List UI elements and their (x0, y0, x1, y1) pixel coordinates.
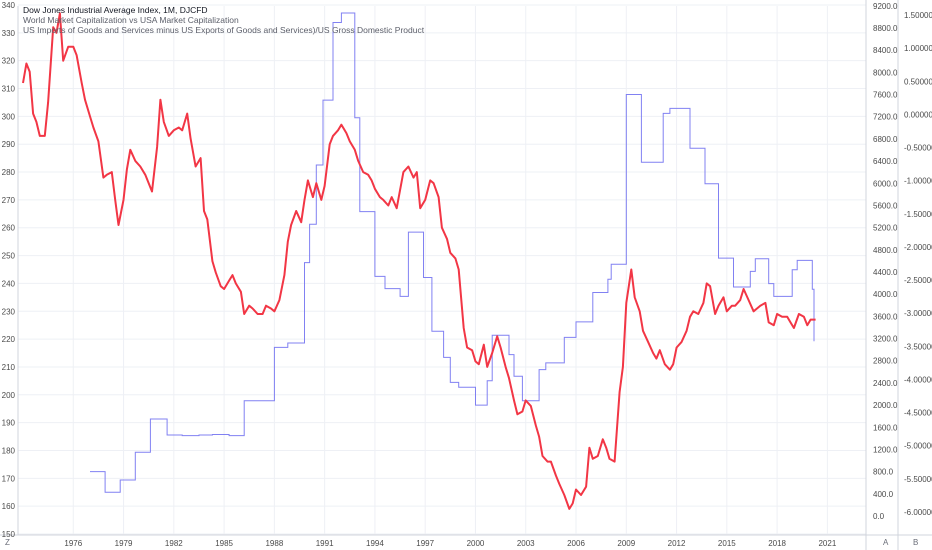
axis-b-ticks[interactable]: 1.50000 1.00000 0.50000 0.00000 -0.50000 -1.0… (904, 11, 932, 517)
legend: Dow Jones Industrial Average Index, 1M, … (23, 5, 425, 35)
time-tick-label: 2018 (768, 539, 786, 548)
axis-a-ticks[interactable]: 0.0 400.0 800.0 1200.0 1600.0 2000.0 2400.0 280… (873, 0, 898, 521)
axis-a-tick-label: 5600.0 (873, 201, 898, 210)
axis-a-tick-label: 6400.0 (873, 157, 898, 166)
axis-b-tick-label: -3.00000 (904, 309, 932, 318)
axis-b-tick-label: -3.50000 (904, 342, 932, 351)
time-tick-label: 1991 (316, 539, 334, 548)
axis-b-tick-label: -2.00000 (904, 243, 932, 252)
time-tick-label: 2012 (668, 539, 686, 548)
left-tick-label: 270 (2, 196, 16, 205)
axis-a-tick-label: 6800.0 (873, 135, 898, 144)
left-tick-label: 260 (2, 224, 16, 233)
scale-label-b[interactable]: B (913, 538, 918, 547)
axis-b-tick-label: 0.00000 (904, 110, 932, 119)
left-tick-label: 290 (2, 140, 16, 149)
axis-a-tick-label: 2800.0 (873, 357, 898, 366)
axis-b-tick-label: -1.50000 (904, 210, 932, 219)
axis-a-tick-label: 0.0 (873, 512, 885, 521)
scale-label-a[interactable]: A (883, 538, 889, 547)
left-tick-label: 330 (2, 29, 16, 38)
left-tick-label: 230 (2, 307, 16, 316)
time-tick-label: 2003 (517, 539, 535, 548)
axis-b-tick-label: -4.50000 (904, 409, 932, 418)
time-tick-label: 2006 (567, 539, 585, 548)
axis-a-tick-label: 7200.0 (873, 113, 898, 122)
axis-a-tick-label: 8800.0 (873, 24, 898, 33)
left-tick-label: 220 (2, 335, 16, 344)
left-tick-label: 280 (2, 168, 16, 177)
left-tick-label: 250 (2, 252, 16, 261)
left-tick-label: 200 (2, 391, 16, 400)
axis-b-tick-label: -0.50000 (904, 144, 932, 153)
left-axis-ticks[interactable]: 150 160 170 180 190 200 210 220 230 240 250 260 270 2… (2, 1, 16, 539)
axis-b-tick-label: -4.00000 (904, 375, 932, 384)
time-tick-label: 1976 (64, 539, 82, 548)
axis-a-tick-label: 1200.0 (873, 445, 898, 454)
axis-b-tick-label: 1.50000 (904, 11, 932, 20)
axis-a-tick-label: 400.0 (873, 490, 894, 499)
axis-a-tick-label: 4800.0 (873, 246, 898, 255)
scale-label-z[interactable]: Z (5, 538, 10, 547)
left-tick-label: 190 (2, 419, 16, 428)
time-tick-label: 1997 (416, 539, 434, 548)
axis-a-tick-label: 2000.0 (873, 401, 898, 410)
series-line-red (22, 12, 816, 510)
series-line-blue (90, 12, 815, 493)
axis-b-tick-label: -5.00000 (904, 442, 932, 451)
axis-b-tick-label: 1.00000 (904, 44, 932, 53)
series-layer (22, 12, 816, 510)
axis-a-tick-label: 8000.0 (873, 68, 898, 77)
axis-b-tick-label: 0.50000 (904, 77, 932, 86)
time-tick-label: 1979 (115, 539, 133, 548)
axis-a-tick-label: 7600.0 (873, 91, 898, 100)
axis-b-tick-label: -6.00000 (904, 508, 932, 517)
left-tick-label: 310 (2, 85, 16, 94)
axis-b-tick-label: -5.50000 (904, 475, 932, 484)
left-tick-label: 240 (2, 279, 16, 288)
time-tick-label: 1982 (165, 539, 183, 548)
axis-a-tick-label: 4400.0 (873, 268, 898, 277)
axis-a-tick-label: 6000.0 (873, 179, 898, 188)
left-tick-label: 300 (2, 112, 16, 121)
axis-b-tick-label: -1.00000 (904, 177, 932, 186)
left-tick-label: 340 (2, 1, 16, 10)
left-tick-label: 160 (2, 502, 16, 511)
legend-line-3[interactable]: US Imports of Goods and Services minus U… (23, 25, 425, 35)
left-tick-label: 150 (2, 530, 16, 539)
axis-b-tick-label: -2.50000 (904, 276, 932, 285)
time-tick-label: 2009 (617, 539, 635, 548)
grid-lines (18, 4, 866, 535)
axis-a-tick-label: 3600.0 (873, 312, 898, 321)
time-tick-label: 1988 (265, 539, 283, 548)
left-tick-label: 170 (2, 474, 16, 483)
axis-a-tick-label: 8400.0 (873, 46, 898, 55)
time-tick-label: 2021 (818, 539, 836, 548)
time-tick-label: 2000 (467, 539, 485, 548)
left-tick-label: 320 (2, 57, 16, 66)
time-tick-label: 1985 (215, 539, 233, 548)
legend-line-2[interactable]: World Market Capitalization vs USA Marke… (23, 15, 239, 25)
axis-a-tick-label: 3200.0 (873, 335, 898, 344)
axis-a-tick-label: 1600.0 (873, 423, 898, 432)
axis-a-tick-label: 9200.0 (873, 2, 898, 11)
left-tick-label: 180 (2, 446, 16, 455)
legend-title[interactable]: Dow Jones Industrial Average Index, 1M, … (23, 5, 208, 15)
axis-a-tick-label: 4000.0 (873, 290, 898, 299)
time-axis-ticks[interactable]: 1976 1979 1982 1985 1988 1991 1994 1997 2000 2003… (64, 539, 836, 548)
time-tick-label: 1994 (366, 539, 384, 548)
left-tick-label: 210 (2, 363, 16, 372)
axis-a-tick-label: 2400.0 (873, 379, 898, 388)
axis-a-tick-label: 5200.0 (873, 224, 898, 233)
time-tick-label: 2015 (718, 539, 736, 548)
axis-a-tick-label: 800.0 (873, 468, 894, 477)
